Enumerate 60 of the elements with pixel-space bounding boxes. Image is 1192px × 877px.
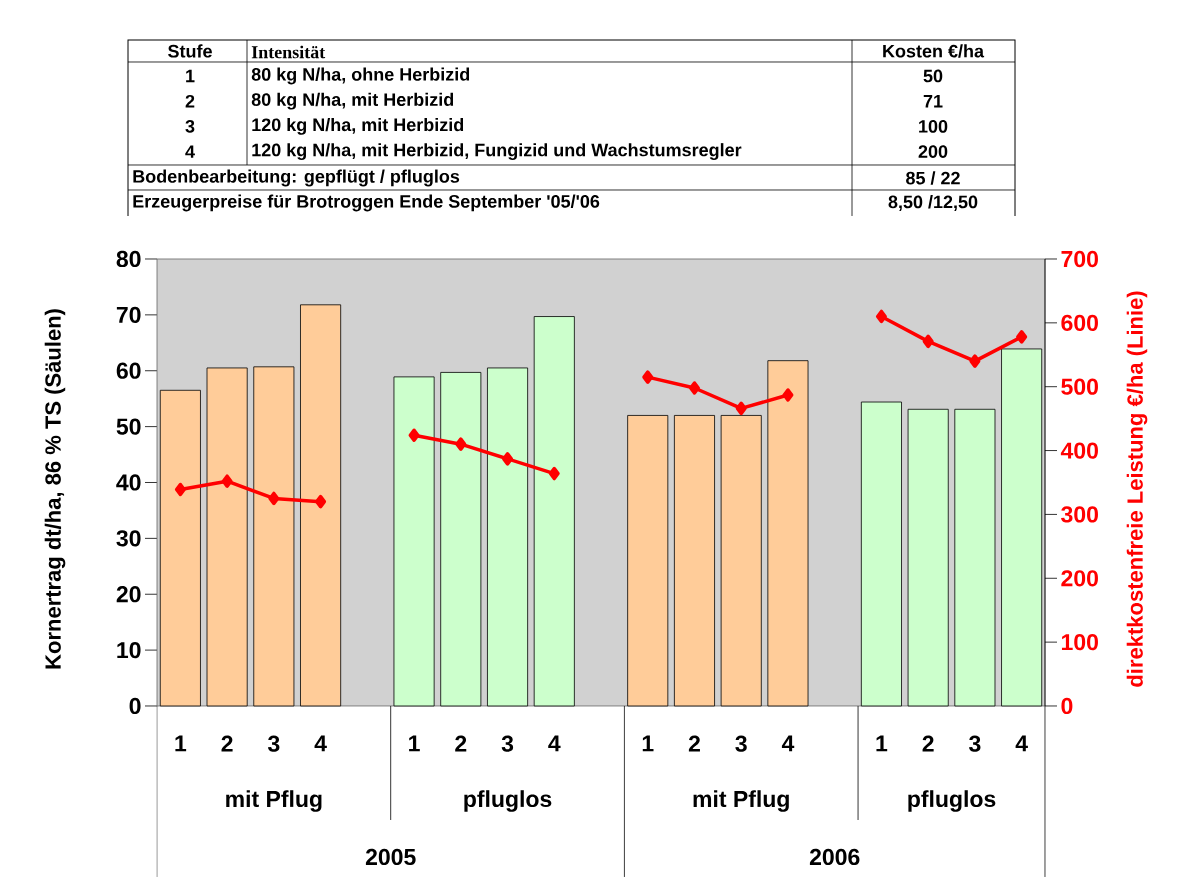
text: 200	[918, 145, 948, 158]
x-tick-label: 1	[175, 735, 187, 752]
text: 120 kg N/ha, mit Herbizid	[252, 117, 464, 135]
text: 1	[186, 69, 195, 83]
text: 50	[923, 69, 943, 83]
x-tick-label: 4	[548, 735, 561, 752]
text: 100	[919, 120, 948, 133]
x-tick-label: 4	[781, 735, 795, 752]
text: 85 / 22	[906, 171, 960, 185]
text: Kosten €/ha	[883, 44, 985, 58]
y2-tick-label: 500	[1061, 378, 1098, 395]
x-tick-label: 2	[688, 735, 700, 752]
y-tick-label: 30	[116, 530, 141, 547]
x-tick-label: 3	[969, 735, 981, 752]
text: 120 kg N/ha, mit Herbizid, Fungizid und Wachstumsregler	[252, 143, 742, 161]
x-tick-label: 1	[876, 735, 888, 752]
text: mit Pflug	[693, 790, 789, 812]
text: 71	[923, 94, 943, 108]
text: 2006	[809, 848, 860, 866]
y-tick-label: 70	[116, 306, 141, 323]
y2-tick-label: 700	[1061, 250, 1098, 268]
y2-tick-label: 100	[1061, 633, 1098, 651]
x-tick-label: 2	[922, 735, 934, 752]
text: Bodenbearbeitung: gepflügt / pfluglos	[133, 169, 460, 187]
x-tick-label: 1	[409, 735, 420, 752]
text: pfluglos	[464, 790, 552, 812]
y2-tick-label: 300	[1061, 506, 1098, 523]
y-tick-label: 0	[129, 697, 141, 715]
y2-axis-title: direktkostenfreie Leistung €/ha (Linie)	[1126, 291, 1148, 687]
x-tick-label: 2	[455, 735, 467, 752]
text: 8,50 /12,50	[888, 195, 978, 211]
text: 2005	[365, 848, 416, 866]
y2-tick-label: 0	[1061, 697, 1073, 715]
x-tick-label: 2	[221, 735, 233, 752]
y-tick-label: 60	[116, 362, 141, 379]
text: pfluglos	[908, 790, 996, 812]
y-tick-label: 10	[117, 641, 141, 659]
text: 2	[185, 94, 195, 108]
text: 80 kg N/ha, ohne Herbizid	[251, 67, 470, 85]
y2-tick-label: 400	[1060, 442, 1098, 459]
x-tick-label: 3	[501, 735, 514, 752]
y-tick-label: 50	[116, 418, 141, 435]
text: 4	[185, 145, 195, 158]
text: mit Pflug	[226, 790, 322, 812]
y-tick-label: 80	[116, 250, 141, 268]
y-tick-label: 40	[116, 474, 141, 491]
x-tick-label: 4	[314, 735, 327, 752]
y-axis-title: Kornertrag dt/ha, 86 % TS (Säulen)	[44, 309, 66, 669]
x-tick-label: 3	[267, 735, 280, 752]
y2-tick-label: 200	[1061, 570, 1098, 587]
text: 3	[185, 119, 195, 133]
y-tick-label: 20	[116, 586, 141, 603]
text: 80 kg N/ha, mit Herbizid	[251, 92, 454, 110]
y2-tick-label: 600	[1061, 314, 1098, 331]
x-tick-label: 1	[642, 735, 654, 752]
text: Erzeugerpreise für Brotroggen Ende September '05/'06	[133, 194, 600, 212]
text: Stufe	[168, 44, 212, 58]
text: Intensität	[251, 45, 326, 59]
x-tick-label: 4	[1015, 735, 1028, 752]
x-tick-label: 3	[735, 735, 747, 752]
